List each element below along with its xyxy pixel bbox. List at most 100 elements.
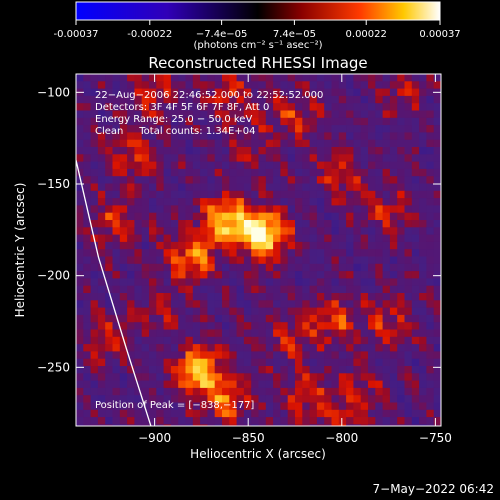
heatmap-cell (163, 227, 172, 235)
heatmap-cell (236, 81, 245, 89)
heatmap-cell (141, 336, 150, 345)
heatmap-cell (134, 234, 143, 243)
heatmap-cell (192, 183, 201, 192)
heatmap-cell (419, 387, 427, 396)
heatmap-cell (295, 103, 303, 111)
heatmap-cell (360, 117, 369, 126)
heatmap-cell (251, 183, 259, 192)
heatmap-cell (309, 402, 318, 411)
heatmap-cell (119, 293, 128, 301)
heatmap-cell (236, 125, 245, 133)
heatmap-cell (419, 198, 427, 206)
heatmap-cell (90, 249, 99, 257)
heatmap-cell (316, 147, 325, 155)
heatmap-cell (90, 117, 99, 126)
heatmap-cell (433, 263, 441, 272)
heatmap-cell (149, 198, 157, 206)
heatmap-cell (338, 147, 347, 155)
heatmap-cell (178, 329, 186, 338)
heatmap-cell (200, 241, 208, 250)
heatmap-cell (375, 358, 383, 367)
heatmap-cell (222, 147, 230, 155)
heatmap-cell (170, 227, 179, 235)
heatmap-cell (280, 314, 289, 323)
heatmap-cell (76, 168, 84, 177)
heatmap-cell (273, 358, 281, 367)
heatmap-cell (200, 409, 208, 418)
heatmap-cell (316, 132, 325, 141)
heatmap-cell (76, 263, 84, 272)
heatmap-cell (309, 198, 318, 206)
heatmap-cell (404, 234, 413, 243)
heatmap-cell (119, 402, 128, 411)
heatmap-cell (105, 395, 113, 403)
heatmap-cell (265, 103, 274, 111)
heatmap-cell (156, 161, 164, 170)
heatmap-cell (222, 263, 230, 272)
heatmap-cell (397, 125, 405, 133)
heatmap-cell (141, 176, 150, 184)
heatmap-cell (382, 205, 391, 214)
heatmap-cell (404, 154, 413, 162)
heatmap-cell (119, 81, 128, 89)
heatmap-cell (287, 417, 296, 425)
heatmap-cell (411, 409, 420, 418)
heatmap-cell (200, 190, 208, 199)
heatmap-cell (287, 212, 296, 221)
heatmap-cell (353, 314, 362, 323)
heatmap-cell (170, 139, 179, 148)
heatmap-cell (90, 336, 99, 345)
heatmap-cell (156, 322, 164, 330)
heatmap-cell (214, 387, 223, 396)
heatmap-cell (119, 249, 128, 257)
heatmap-cell (331, 227, 340, 235)
heatmap-cell (265, 293, 274, 301)
heatmap-cell (346, 117, 354, 126)
heatmap-cell (331, 409, 340, 418)
heatmap-cell (207, 307, 216, 316)
heatmap-cell (178, 154, 186, 162)
heatmap-cell (90, 183, 99, 192)
heatmap-cell (265, 117, 274, 126)
heatmap-cell (83, 380, 91, 389)
heatmap-cell (76, 307, 84, 316)
heatmap-cell (229, 366, 237, 374)
heatmap-cell (229, 168, 237, 177)
heatmap-cell (273, 351, 281, 360)
heatmap-cell (338, 139, 347, 148)
heatmap-cell (90, 409, 99, 418)
heatmap-cell (163, 117, 172, 126)
heatmap-cell (433, 373, 441, 381)
heatmap-cell (295, 147, 303, 155)
heatmap-cell (382, 234, 391, 243)
heatmap-cell (411, 227, 420, 235)
heatmap-cell (411, 81, 420, 89)
heatmap-cell (192, 336, 201, 345)
heatmap-cell (258, 212, 267, 221)
heatmap-cell (185, 366, 194, 374)
heatmap-cell (178, 168, 186, 177)
heatmap-cell (134, 358, 143, 367)
heatmap-cell (265, 358, 274, 367)
heatmap-cell (382, 125, 391, 133)
heatmap-cell (97, 336, 106, 345)
heatmap-cell (185, 417, 194, 425)
heatmap-cell (214, 227, 223, 235)
heatmap-cell (368, 380, 376, 389)
heatmap-cell (397, 351, 405, 360)
heatmap-cell (302, 329, 310, 338)
heatmap-cell (119, 125, 128, 133)
heatmap-cell (105, 132, 113, 141)
heatmap-cell (207, 74, 216, 82)
heatmap-cell (229, 161, 237, 170)
heatmap-cell (141, 81, 150, 89)
heatmap-cell (360, 293, 369, 301)
heatmap-cell (163, 409, 172, 418)
heatmap-cell (346, 409, 354, 418)
heatmap-cell (178, 74, 186, 82)
heatmap-cell (295, 154, 303, 162)
heatmap-cell (295, 74, 303, 82)
heatmap-cell (404, 395, 413, 403)
heatmap-cell (251, 293, 259, 301)
heatmap-cell (309, 409, 318, 418)
